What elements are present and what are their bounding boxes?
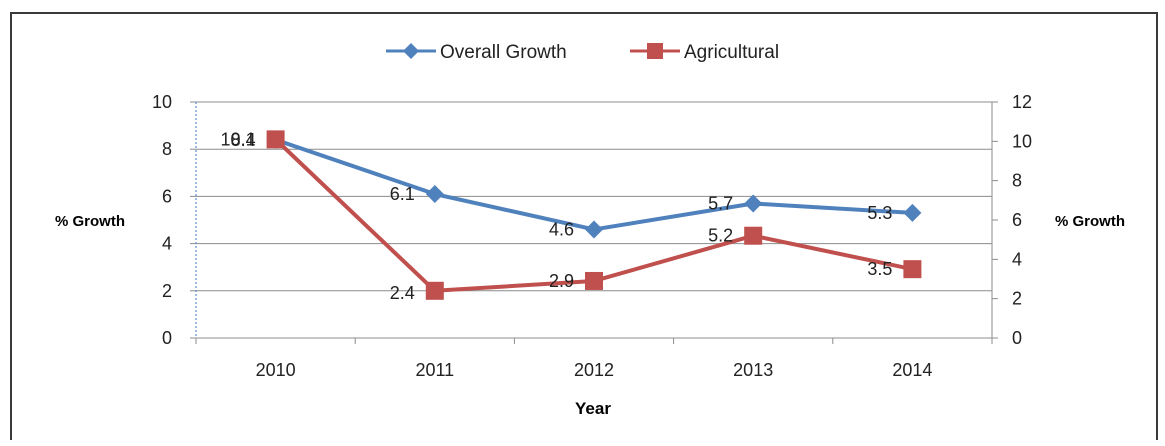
x-tick-label: 2010 <box>256 360 296 380</box>
x-tick-label: 2011 <box>415 360 454 380</box>
y-right-tick-label: 2 <box>1012 289 1022 309</box>
point-marker-overall <box>585 220 603 239</box>
data-label: 3.5 <box>867 259 892 279</box>
y-right-tick-label: 8 <box>1012 171 1022 191</box>
y-left-tick-label: 6 <box>162 186 172 206</box>
point-marker-overall <box>744 194 763 213</box>
data-label: 5.7 <box>708 193 733 213</box>
x-tick-label: 2012 <box>574 360 614 380</box>
series-layer <box>266 130 922 300</box>
point-marker-overall <box>903 203 922 222</box>
data-labels: 8.4 6.1 4.6 5.7 5.3 10.1 2.4 2.9 5.2 3.5 <box>221 129 893 302</box>
y-right-tick-label: 12 <box>1012 92 1032 112</box>
data-label: 6.1 <box>390 184 415 204</box>
gridlines <box>196 101 992 292</box>
point-marker-agricultural <box>744 226 763 245</box>
point-marker-agricultural <box>585 271 603 290</box>
y-right-tick-label: 4 <box>1012 249 1022 269</box>
data-label: 5.2 <box>708 226 733 246</box>
y-right-tick-label: 6 <box>1012 210 1022 230</box>
x-tick-label: 2014 <box>892 360 932 380</box>
series-line-0 <box>274 137 913 232</box>
y-left-tick-label: 4 <box>162 234 172 254</box>
data-label: 2.9 <box>549 271 574 291</box>
data-label: 4.6 <box>549 219 574 239</box>
y-left-tick-label: 0 <box>162 328 172 348</box>
x-axis-title: Year <box>575 399 611 418</box>
y-right-tick-label: 0 <box>1012 328 1022 348</box>
axes: 0 2 4 6 8 10 0 2 4 6 8 10 12 2010 2011 2012 2013 2014 <box>152 92 1032 380</box>
legend-marker-agricultural <box>647 43 663 59</box>
data-label: 5.3 <box>867 203 892 223</box>
y-left-tick-label: 10 <box>152 92 172 112</box>
series-line-1 <box>274 137 913 293</box>
y-axis-right-title: % Growth <box>1055 213 1125 230</box>
legend-label-overall: Overall Growth <box>440 42 567 63</box>
legend-marker-overall <box>403 43 419 59</box>
point-marker-agricultural <box>903 260 922 279</box>
data-label: 8.4 <box>231 130 256 150</box>
data-label: 2.4 <box>390 283 415 303</box>
legend: Overall Growth Agricultural <box>386 42 779 63</box>
legend-label-agricultural: Agricultural <box>684 42 779 63</box>
x-tick-label: 2013 <box>733 360 773 380</box>
y-right-tick-label: 10 <box>1012 131 1032 151</box>
point-marker-overall <box>425 185 444 204</box>
data-label: 10.1 <box>221 129 256 149</box>
y-left-tick-label: 2 <box>162 281 172 301</box>
y-left-tick-label: 8 <box>162 139 172 159</box>
y-axis-left-title: % Growth <box>55 213 125 230</box>
point-marker-agricultural <box>266 130 285 149</box>
point-marker-agricultural <box>425 281 444 300</box>
